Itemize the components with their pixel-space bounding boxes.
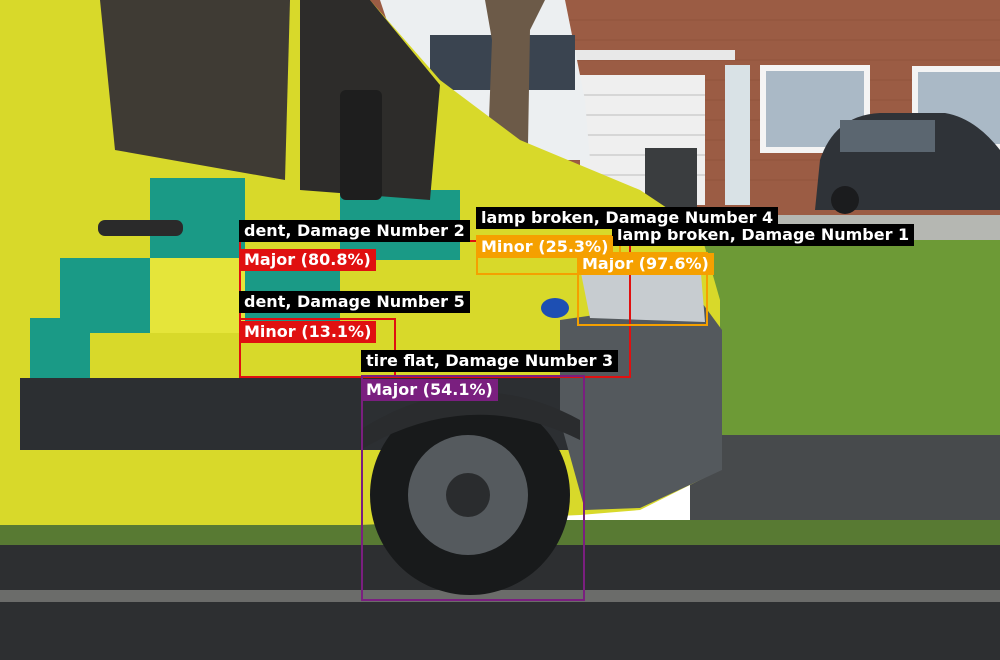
label-severity-damage-2: Major (80.8%) [239, 249, 376, 271]
label-severity-damage-1: Major (97.6%) [577, 253, 714, 275]
label-title-damage-5: dent, Damage Number 5 [239, 291, 470, 313]
label-title-damage-1: lamp broken, Damage Number 1 [612, 224, 915, 246]
bbox-damage-5 [239, 318, 396, 378]
label-severity-damage-5: Minor (13.1%) [239, 321, 377, 343]
label-title-damage-2: dent, Damage Number 2 [239, 220, 470, 242]
label-title-damage-3: tire flat, Damage Number 3 [361, 350, 619, 372]
bbox-damage-3 [361, 375, 585, 601]
label-severity-damage-3: Major (54.1%) [361, 379, 498, 401]
label-severity-damage-4: Minor (25.3%) [476, 236, 614, 258]
label-title-damage-4: lamp broken, Damage Number 4 [476, 207, 779, 229]
